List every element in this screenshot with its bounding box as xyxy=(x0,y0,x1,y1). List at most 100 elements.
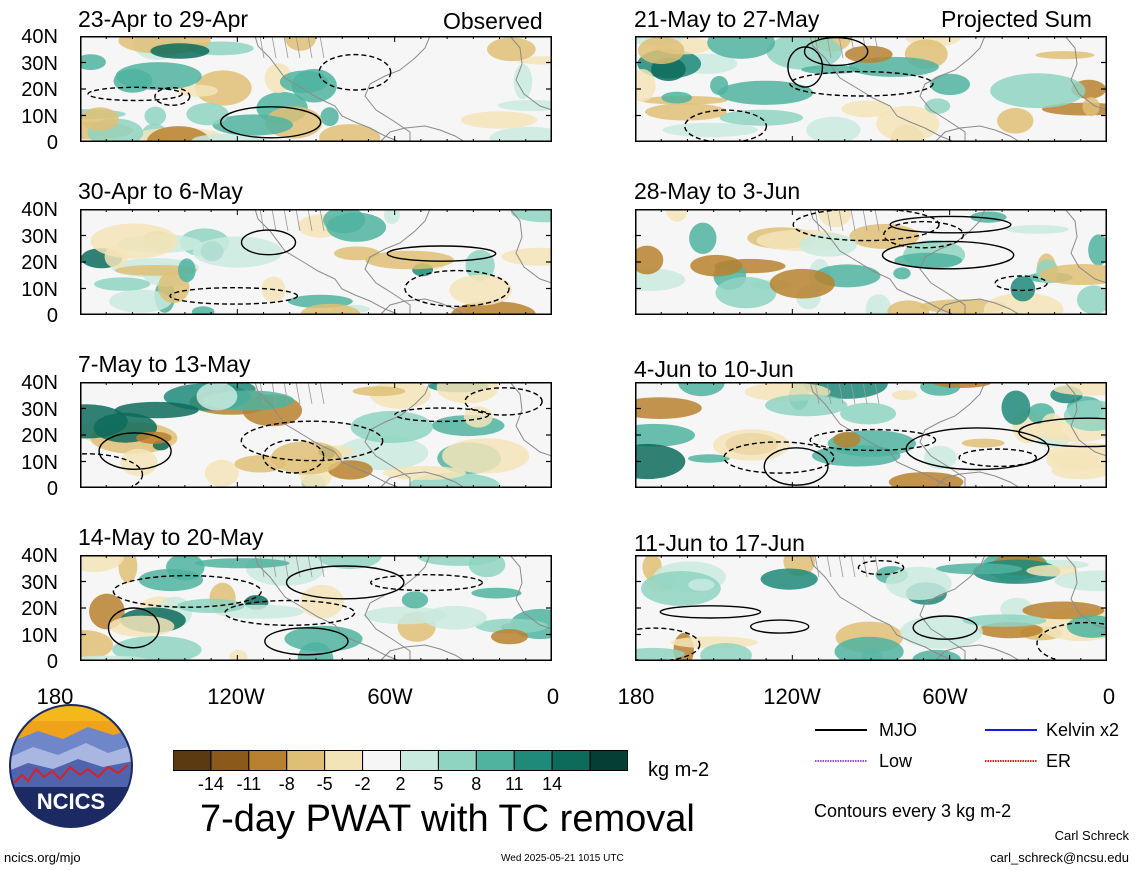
border-line xyxy=(826,555,832,578)
pwat-anomaly-patch xyxy=(876,105,940,142)
pwat-anomaly-patch xyxy=(442,438,530,474)
pwat-anomaly-patch xyxy=(638,36,685,65)
pwat-anomaly-patch xyxy=(114,401,199,419)
mjo-negative-contour xyxy=(883,220,965,249)
y-tick-label: 0 xyxy=(46,305,58,327)
pwat-anomaly-patch xyxy=(1054,570,1107,592)
pwat-anomaly-patch xyxy=(1001,390,1031,425)
mjo-positive-contour xyxy=(659,605,762,619)
pwat-anomaly-patch xyxy=(1053,383,1107,396)
mjo-positive-contour xyxy=(912,615,978,640)
mjo-positive-contour xyxy=(881,240,1015,270)
pwat-anomaly-patch xyxy=(1082,97,1100,117)
pwat-anomaly-patch xyxy=(138,568,204,592)
border-line xyxy=(271,36,277,59)
coastline xyxy=(509,555,552,630)
pwat-anomaly-patch xyxy=(715,276,777,309)
pwat-anomaly-patch xyxy=(1066,615,1107,638)
border-line xyxy=(271,382,277,405)
x-tick-left-180: 180 xyxy=(36,684,74,709)
panel-2-title: 30-Apr to 6-May xyxy=(78,178,243,204)
mjo-negative-contour xyxy=(857,560,905,576)
border-line xyxy=(838,209,844,232)
border-line xyxy=(307,36,313,59)
pwat-anomaly-patch xyxy=(497,100,552,111)
map-panel-3 xyxy=(80,382,552,488)
coastline xyxy=(809,555,986,661)
pwat-anomaly-patch xyxy=(436,382,499,404)
pwat-anomaly-patch xyxy=(229,649,248,661)
pwat-anomaly-patch xyxy=(382,466,467,480)
main-title: 7-day PWAT with TC removal xyxy=(200,798,695,840)
colorbar-tick-label: 11 xyxy=(504,774,524,794)
y-tick-label: 10N xyxy=(21,624,58,647)
mjo-negative-contour xyxy=(112,574,262,608)
pwat-anomaly-patch xyxy=(191,306,215,315)
pwat-anomaly-patch xyxy=(150,43,210,59)
pwat-anomaly-patch xyxy=(1040,264,1107,285)
y-tick-label: 20N xyxy=(21,79,58,101)
y-tick-label: 10N xyxy=(21,105,58,128)
border-line xyxy=(319,36,325,59)
pwat-anomaly-patch xyxy=(194,70,252,106)
border-line xyxy=(307,209,313,232)
pwat-anomaly-patch xyxy=(990,73,1086,109)
pwat-anomaly-patch xyxy=(893,267,911,280)
border-line xyxy=(295,555,301,578)
colorbar-tick-label: -8 xyxy=(278,774,295,794)
border-line xyxy=(283,209,289,232)
coastline xyxy=(254,36,431,142)
pwat-anomaly-patch xyxy=(1088,234,1107,266)
mjo-negative-contour xyxy=(792,209,940,242)
border-line xyxy=(307,555,313,578)
pwat-anomaly-patch xyxy=(1005,225,1069,234)
footer-url: ncics.org/mjo xyxy=(4,850,81,865)
pwat-anomaly-patch xyxy=(713,429,790,461)
border-line xyxy=(259,555,265,578)
border-line xyxy=(283,555,289,578)
pwat-anomaly-patch xyxy=(666,209,688,222)
mjo-positive-contour xyxy=(285,565,405,600)
mjo-negative-contour xyxy=(169,287,299,305)
mjo-negative-contour xyxy=(684,109,768,142)
map-panel-6 xyxy=(635,209,1107,315)
x-tick-left-120w: 120W xyxy=(207,684,265,709)
colorbar-tick-label: 14 xyxy=(542,774,563,794)
x-tick-right-180: 180 xyxy=(617,684,655,709)
pwat-anomaly-patch xyxy=(769,268,835,299)
pwat-anomaly-patch xyxy=(350,411,433,443)
border-line xyxy=(814,555,820,578)
pwat-anomaly-patch xyxy=(885,566,952,600)
pwat-anomaly-patch xyxy=(112,636,202,661)
pwat-anomaly-patch xyxy=(1022,601,1105,620)
colorbar-unit: kg m-2 xyxy=(648,759,710,781)
pwat-anomaly-patch xyxy=(635,69,656,102)
mjo-positive-contour xyxy=(749,619,810,634)
pwat-anomaly-patch xyxy=(300,303,361,315)
coastline xyxy=(1064,209,1107,284)
mjo-negative-contour xyxy=(635,627,701,661)
pwat-anomaly-patch xyxy=(799,233,857,257)
mjo-positive-contour xyxy=(107,607,160,649)
colorbar-tick-label: 5 xyxy=(433,774,444,794)
pwat-anomaly-patch xyxy=(401,591,429,609)
mjo-negative-contour xyxy=(80,453,144,488)
colorbar-segment xyxy=(286,750,326,771)
pwat-anomaly-patch xyxy=(319,124,381,142)
mjo-negative-contour xyxy=(394,407,490,423)
y-tick-label: 20N xyxy=(21,425,58,447)
panel-6-title: 28-May to 3-Jun xyxy=(634,178,801,204)
pwat-anomaly-patch xyxy=(471,587,522,599)
colorbar-segment xyxy=(248,750,288,771)
mjo-negative-contour xyxy=(240,420,384,462)
border-line xyxy=(295,382,301,405)
colorbar-segment xyxy=(589,750,628,771)
pwat-anomaly-patch xyxy=(475,618,548,634)
pwat-anomaly-patch xyxy=(801,65,860,74)
pwat-anomaly-patch xyxy=(196,382,238,411)
contours-note: Contours every 3 kg m-2 xyxy=(814,801,1012,821)
pwat-anomaly-patch xyxy=(997,108,1034,134)
pwat-anomaly-patch xyxy=(635,397,702,419)
pwat-anomaly-patch xyxy=(120,448,158,477)
legend-er-label: ER xyxy=(1046,751,1072,771)
